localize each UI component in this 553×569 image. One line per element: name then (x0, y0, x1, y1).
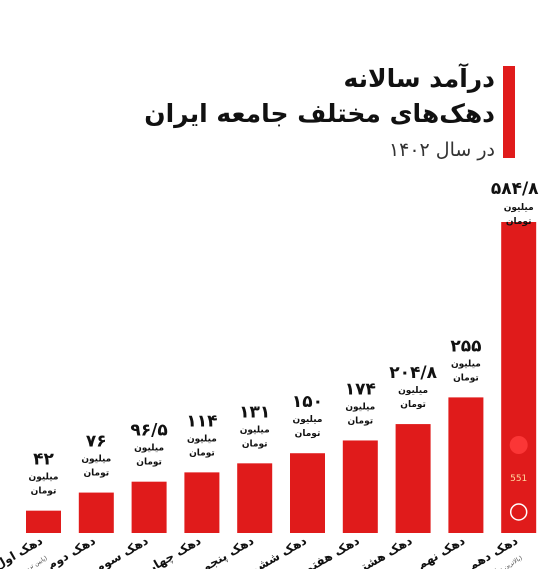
value-label-9: ۲۵۵ (450, 336, 481, 356)
value-label-1: ۴۲ (33, 450, 54, 470)
chart-subtitle: در سال ۱۴۰۲ (388, 139, 495, 161)
glow-dot (509, 436, 528, 454)
bar-1 (26, 510, 61, 533)
value-label-3: ۹۶/۵ (130, 421, 167, 441)
chart-title-line1: درآمد سالانه (343, 64, 495, 93)
category-label-9: دهک نهم (415, 533, 468, 569)
unit-label-3: میلیون (134, 444, 164, 454)
unit-sublabel-5: تومان (242, 439, 268, 449)
value-label-7: ۱۷۴ (345, 379, 376, 399)
value-label-6: ۱۵۰ (292, 392, 323, 412)
unit-sublabel-2: تومان (83, 469, 109, 479)
bar-8 (395, 424, 431, 533)
category-label-7: دهک هفتم (301, 533, 362, 569)
bar-3 (131, 481, 167, 533)
category-label-5: دهک پنجم (199, 533, 257, 569)
bar-9 (448, 397, 484, 533)
badge-text: 551 (510, 474, 527, 484)
value-label-8: ۲۰۴/۸ (389, 363, 437, 383)
category-label-6: دهک ششم (246, 533, 309, 569)
unit-label-1: میلیون (29, 473, 59, 483)
unit-sublabel-4: تومان (189, 448, 215, 458)
unit-label-7: میلیون (345, 402, 375, 412)
title-block: درآمد سالانه دهک‌های مختلف جامعه ایران د… (144, 62, 495, 166)
unit-sublabel-1: تومان (31, 487, 57, 497)
unit-sublabel-9: تومان (453, 373, 479, 383)
unit-label-4: میلیون (187, 434, 217, 444)
unit-label-8: میلیون (398, 386, 428, 396)
value-label-2: ۷۶ (86, 432, 107, 452)
bar-5 (237, 463, 273, 533)
unit-sublabel-6: تومان (295, 429, 321, 439)
unit-label-2: میلیون (81, 455, 111, 465)
unit-label-9: میلیون (451, 359, 481, 369)
unit-label-10: میلیون (504, 203, 534, 213)
value-label-5: ۱۳۱ (239, 402, 270, 422)
bar-6 (290, 453, 325, 533)
unit-sublabel-8: تومان (400, 400, 426, 410)
bar-7 (342, 440, 378, 533)
unit-sublabel-10: تومان (506, 217, 532, 227)
unit-sublabel-3: تومان (136, 458, 162, 468)
category-label-2: دهک دوم (45, 533, 99, 569)
value-label-10: ۵۸۴/۸ (491, 179, 539, 199)
speech-bubble-icon (509, 503, 528, 521)
category-label-4: دهک چهارم (138, 533, 204, 569)
chart-title-line2: دهک‌های مختلف جامعه ایران (144, 99, 495, 128)
bar-10 (501, 222, 537, 533)
bar-2 (78, 492, 114, 533)
unit-sublabel-7: تومان (347, 416, 373, 426)
title-accent-bar (503, 66, 515, 158)
category-label-8: دهک هشتم (351, 533, 415, 569)
value-label-4: ۱۱۴ (186, 411, 217, 431)
unit-label-5: میلیون (240, 425, 270, 435)
bar-4 (184, 472, 220, 533)
unit-label-6: میلیون (293, 415, 323, 425)
